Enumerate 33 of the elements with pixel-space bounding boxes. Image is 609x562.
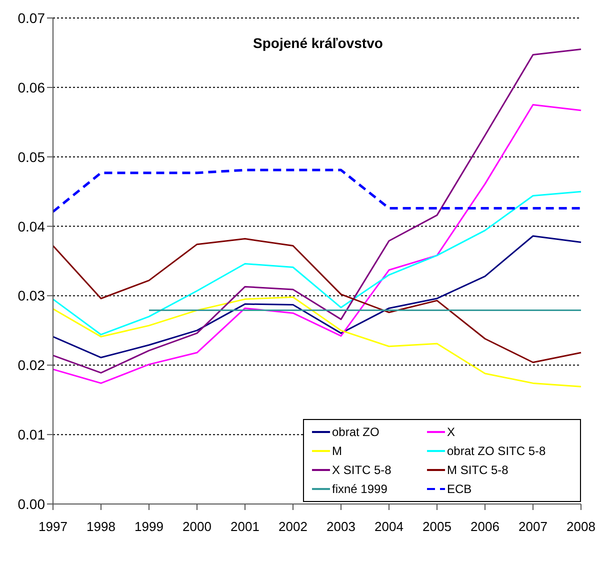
y-tick-label: 0.04 xyxy=(18,218,46,234)
line-series xyxy=(52,296,582,388)
line-series xyxy=(52,104,582,384)
text: Spojené kráľovstvo xyxy=(253,35,383,51)
x-tick-label: 1998 xyxy=(86,519,116,534)
y-tick-label: 0.07 xyxy=(18,10,46,26)
x-tick-label: 2007 xyxy=(518,519,548,534)
legend-label: obrat ZO xyxy=(332,425,380,439)
x-tick-label: 2006 xyxy=(470,519,500,534)
legend-label: fixné 1999 xyxy=(332,482,388,496)
y-tick-label: 0.01 xyxy=(18,426,46,443)
x-tick-label: 2003 xyxy=(326,519,356,534)
y-tick-label: 0.05 xyxy=(18,148,46,165)
line-series xyxy=(52,190,582,336)
legend-label: X xyxy=(447,425,456,439)
x-tick-label: 2001 xyxy=(230,519,260,534)
legend-label: ECB xyxy=(447,482,472,496)
x-tick-label: 2004 xyxy=(374,519,404,534)
x-tick-label: 1997 xyxy=(38,519,68,534)
x-tick-label: 1999 xyxy=(134,519,164,534)
x-tick-label: 2008 xyxy=(566,519,596,534)
line-series xyxy=(52,168,582,213)
y-tick-label: 0.03 xyxy=(18,288,46,304)
legend-label: M xyxy=(332,444,342,458)
x-tick-label: 2000 xyxy=(182,519,212,534)
legend-label: obrat ZO SITC 5-8 xyxy=(447,444,546,458)
y-tick-label: 0.00 xyxy=(18,496,46,512)
x-tick-label: 2002 xyxy=(278,519,308,534)
y-tick-label: 0.02 xyxy=(18,357,46,374)
legend-label: X SITC 5-8 xyxy=(332,463,392,477)
y-tick-label: 0.06 xyxy=(18,79,46,96)
x-tick-label: 2005 xyxy=(422,519,452,534)
legend-label: M SITC 5-8 xyxy=(447,463,508,477)
